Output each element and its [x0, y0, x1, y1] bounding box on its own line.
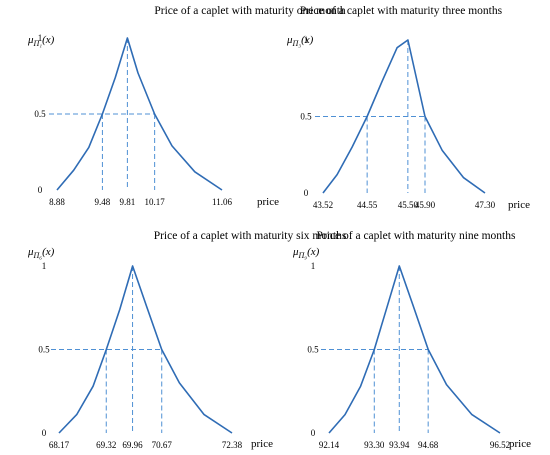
chart-4-title: Price of a caplet with maturity nine mon…: [317, 230, 516, 242]
chart-4-membership-line: [328, 265, 501, 434]
chart-1-xtick-label: 8.88: [49, 197, 65, 207]
chart-1-title: Price of a caplet with maturity one mont…: [154, 5, 346, 17]
chart-4-xtick-label: 93.30: [364, 440, 385, 450]
chart-2-membership-line: [322, 39, 486, 194]
chart-2-xtick-label: 43.52: [313, 200, 333, 210]
chart-4-xtick-label: 92.14: [319, 440, 340, 450]
chart-3-xtick-label: 68.17: [49, 440, 70, 450]
chart-2-ytick-label: 0: [304, 188, 309, 198]
chart-1-ytick-label: 0: [38, 185, 43, 195]
chart-2-ytick-label: 1: [304, 35, 309, 45]
chart-4-xtick-label: 94.68: [418, 440, 439, 450]
chart-2-xlabel: price: [508, 199, 530, 211]
chart-1-xtick-label: 9.81: [120, 197, 136, 207]
chart-4-ytick-label: 0: [311, 428, 316, 438]
chart-4-ylabel: μΠ₉(x): [292, 246, 320, 260]
chart-2-xtick-label: 44.55: [357, 200, 378, 210]
chart-1-xtick-label: 9.48: [95, 197, 111, 207]
chart-3-xtick-label: 70.67: [152, 440, 173, 450]
chart-2-xtick-label: 45.50: [398, 200, 419, 210]
chart-4-xtick-label: 96.52: [490, 440, 510, 450]
chart-1-ytick-label: 1: [38, 33, 43, 43]
chart-3-membership-line: [58, 265, 233, 434]
chart-2-ytick-label: 0.5: [300, 112, 312, 122]
chart-2-ylabel: μΠ₃(x): [286, 34, 314, 48]
chart-1-xtick-label: 11.06: [212, 197, 232, 207]
chart-3-ytick-label: 1: [42, 261, 47, 271]
chart-3-ytick-label: 0.5: [38, 345, 50, 355]
chart-3-title: Price of a caplet with maturity six mont…: [154, 230, 347, 242]
chart-4-ytick-label: 1: [311, 261, 316, 271]
chart-3-xtick-label: 72.38: [222, 440, 243, 450]
chart-4-xtick-label: 93.94: [389, 440, 410, 450]
chart-3-xtick-label: 69.96: [122, 440, 143, 450]
chart-1-ytick-label: 0.5: [34, 109, 46, 119]
chart-3-ylabel: μΠ₆(x): [27, 246, 55, 260]
chart-4-xlabel: price: [509, 438, 531, 450]
chart-2-title: Price of a caplet with maturity three mo…: [300, 5, 503, 17]
chart-1-xtick-label: 10.17: [145, 197, 166, 207]
chart-1-xlabel: price: [257, 196, 279, 208]
chart-3-xlabel: price: [251, 438, 273, 450]
chart-3-ytick-label: 0: [42, 428, 47, 438]
chart-1-membership-line: [56, 37, 223, 191]
chart-2-xtick-label: 45.90: [415, 200, 436, 210]
chart-2-xtick-label: 47.30: [475, 200, 496, 210]
chart-4-ytick-label: 0.5: [307, 345, 319, 355]
chart-3-xtick-label: 69.32: [96, 440, 116, 450]
chart-1-ylabel: μΠ₁(x): [27, 34, 55, 48]
